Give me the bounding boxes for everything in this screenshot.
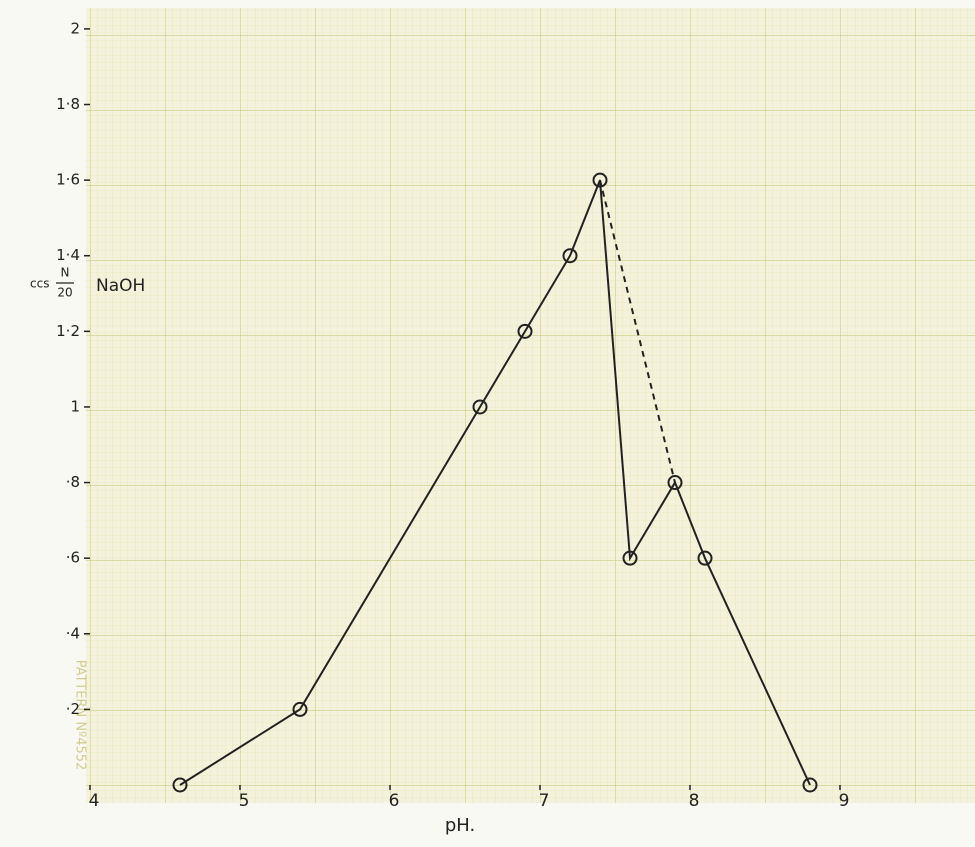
x-tick-label: 6 — [389, 791, 400, 811]
y-label-numerator: N — [61, 266, 70, 280]
x-tick-label: 9 — [839, 791, 850, 811]
x-tick-label: 7 — [539, 791, 550, 811]
y-tick-label: ·4 — [66, 624, 80, 642]
y-tick-label: 1 — [70, 397, 80, 415]
x-tick-label: 8 — [689, 791, 700, 811]
x-axis-label: pH. — [445, 815, 475, 836]
data-line — [599, 179, 676, 483]
y-tick-label: 1·8 — [56, 95, 80, 113]
data-point — [697, 550, 713, 566]
x-tick-label: 4 — [89, 791, 100, 811]
data-point — [472, 399, 488, 415]
y-label-unit: NaOH — [96, 276, 145, 296]
y-label-denominator: 20 — [57, 286, 72, 300]
data-point — [802, 777, 818, 793]
data-point — [622, 550, 638, 566]
data-point — [172, 777, 188, 793]
y-tick-label: ·6 — [66, 549, 80, 567]
y-tick-label: ·2 — [66, 700, 80, 718]
paper-mark: PATTERN Nº4552 — [73, 660, 88, 771]
y-tick-label: ·8 — [66, 473, 80, 491]
data-point — [667, 475, 683, 491]
y-tick-label: 2 — [70, 19, 80, 37]
graph-grid — [86, 8, 975, 803]
y-label-prefix: ccs — [30, 277, 49, 291]
y-tick-label: 1·6 — [56, 171, 80, 189]
data-point — [292, 701, 308, 717]
y-tick-label: 1·4 — [56, 246, 80, 264]
y-tick-label: 1·2 — [56, 322, 80, 340]
data-line — [179, 179, 811, 786]
data-point — [562, 248, 578, 264]
x-tick-label: 5 — [239, 791, 250, 811]
data-point — [592, 172, 608, 188]
data-point — [517, 323, 533, 339]
